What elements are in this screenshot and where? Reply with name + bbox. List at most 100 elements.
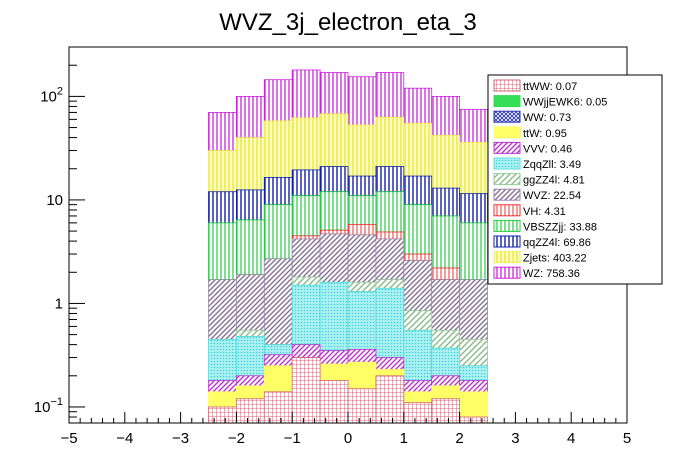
series-wvz [208,233,488,346]
series-zjets [208,113,488,195]
legend-entry: WW: 0.73 [493,110,571,124]
bar-ttww-bin-7 [403,402,433,424]
series-vvv [208,344,488,393]
legend-entry: qqZZ4l: 69.86 [493,235,591,249]
bar-ttw-bin-6 [375,369,405,377]
legend-swatch [493,235,521,248]
series-qqzz4l [208,166,488,224]
bar-wz-bin-7 [403,87,433,124]
bar-qqzz4l-bin-8 [431,187,461,217]
bar-wz-bin-3 [291,69,321,119]
legend-entry: VBSZZjj: 33.88 [493,219,597,233]
series-ttww [208,357,488,424]
bar-ttww-bin-6 [375,375,405,424]
bar-vvv-bin-7 [403,380,433,393]
legend-label: VH: 4.31 [523,206,566,218]
legend-label: Zjets: 403.22 [523,253,587,265]
bar-zjets-bin-9 [459,141,488,195]
bar-wvz-bin-5 [347,234,377,283]
bar-ttw-bin-9 [459,391,488,418]
stacked-histogram [208,69,488,424]
bar-ttww-bin-9 [459,416,488,424]
bar-zjets-bin-3 [291,117,321,171]
legend-entry: ttWW: 0.07 [493,79,577,93]
bar-ttw-bin-5 [347,361,377,390]
bar-qqzz4l-bin-7 [403,175,433,206]
bar-zjets-bin-6 [375,116,405,167]
bar-zjets-bin-2 [263,120,293,178]
bar-wvz-bin-1 [235,274,265,331]
legend-swatch [493,251,521,264]
legend-entry: ttW: 0.95 [493,126,567,140]
bar-ggzz4l-bin-7 [403,310,433,331]
bar-vvv-bin-8 [431,375,461,387]
legend-swatch [493,126,521,139]
legend-entry: WZ: 758.36 [493,266,580,280]
bar-wvz-bin-4 [319,233,349,283]
legend-swatch [493,157,521,170]
legend-entry: WWjjEWK6: 0.05 [493,95,607,109]
legend-swatch [493,219,521,232]
x-tick-label: −4 [116,430,133,447]
bar-vbszzjj-bin-0 [208,222,237,280]
bar-vh-bin-7 [403,253,433,261]
bar-wvz-bin-2 [263,258,293,346]
chart-title: WVZ_3j_electron_eta_3 [219,9,476,36]
bar-vvv-bin-6 [375,357,405,370]
legend-swatch [493,188,521,201]
legend-label: ttW: 0.95 [523,128,567,140]
y-tick-label: 10 [46,192,63,209]
bar-ggzz4l-bin-8 [431,329,461,349]
x-tick-label: 0 [344,430,352,447]
series-vbszzjj [208,191,488,280]
bar-zjets-bin-7 [403,122,433,177]
bar-ttw-bin-7 [403,391,433,404]
bar-wz-bin-1 [235,95,265,138]
legend: ttWW: 0.07 WWjjEWK6: 0.05 WW: 0.73 ttW: 0.9… [487,74,663,285]
legend-entry: ZqqZll: 3.49 [493,157,581,171]
legend-label: qqZZ4l: 69.86 [523,237,591,249]
x-tick-label: −1 [284,430,301,447]
bar-ggzz4l-bin-3 [291,276,321,286]
bar-wz-bin-0 [208,112,237,151]
bar-ttw-bin-1 [235,385,265,400]
bar-wvz-bin-6 [375,238,405,280]
series-ggzz4l [235,276,488,367]
x-tick-label: −3 [172,430,189,447]
bar-ttww-bin-5 [347,388,377,424]
bar-wz-bin-6 [375,72,405,118]
legend-swatch [493,173,521,186]
bar-zjets-bin-5 [347,124,377,177]
y-tick-label: 1 [55,295,63,312]
bar-vvv-bin-9 [459,380,488,393]
bar-qqzz4l-bin-3 [291,169,321,197]
legend-swatch [493,79,521,92]
bar-vh-bin-5 [347,224,377,236]
bar-ggzz4l-bin-6 [375,279,405,289]
bar-vh-bin-4 [319,229,349,235]
legend-label: ttWW: 0.07 [523,81,577,93]
bar-zqqzll-bin-6 [375,287,405,358]
legend-entry: WVZ: 22.54 [493,188,581,202]
bar-wz-bin-5 [347,76,377,126]
x-tick-label: −2 [228,430,245,447]
bar-zqqzll-bin-8 [431,347,461,377]
legend-label: VVV: 0.46 [523,143,572,155]
bar-vvv-bin-2 [263,354,293,367]
bar-ttww-bin-8 [431,398,461,424]
legend-swatch [493,266,521,279]
bar-zjets-bin-4 [319,113,349,167]
bar-ttw-bin-2 [263,365,293,393]
bar-ggzz4l-bin-9 [459,338,488,367]
bar-vvv-bin-5 [347,348,377,363]
bar-zjets-bin-0 [208,150,237,193]
bar-vbszzjj-bin-1 [235,219,265,275]
bar-vbszzjj-bin-9 [459,222,488,280]
bar-ggzz4l-bin-1 [235,329,265,337]
bar-vvv-bin-0 [208,380,237,393]
bar-zqqzll-bin-9 [459,365,488,381]
bar-vbszzjj-bin-7 [403,204,433,255]
legend-entry: VH: 4.31 [493,204,566,218]
bar-qqzz4l-bin-0 [208,191,237,224]
